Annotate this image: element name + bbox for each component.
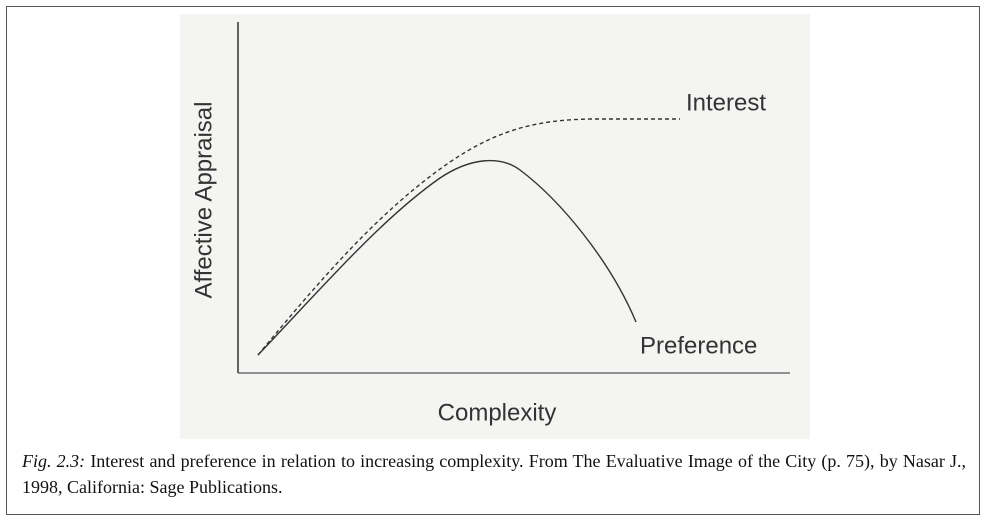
figure-background [180, 14, 810, 439]
preference-label: Preference [640, 332, 757, 359]
x-axis-label: Complexity [438, 399, 557, 426]
caption: Fig. 2.3: Interest and preference in rel… [22, 448, 966, 500]
preference-curve [257, 159, 637, 356]
interest-label: Interest [686, 89, 766, 116]
caption-label: Fig. 2.3: [22, 451, 86, 471]
caption-text: Interest and preference in relation to i… [22, 451, 966, 497]
interest-curve [257, 118, 680, 356]
page-frame [6, 6, 980, 515]
y-axis-label: Affective Appraisal [190, 101, 217, 298]
